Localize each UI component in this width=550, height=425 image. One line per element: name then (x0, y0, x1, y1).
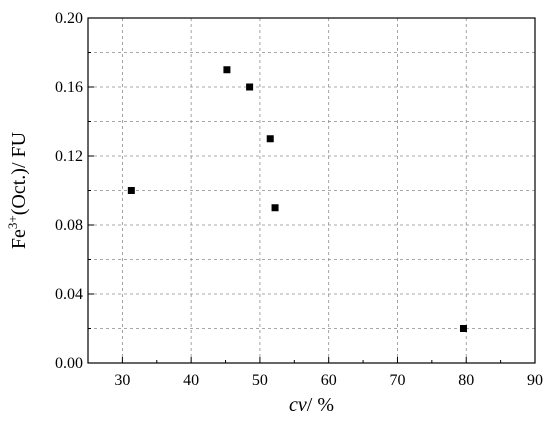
y-axis-title-suffix: (Oct.)/ FU (8, 131, 30, 215)
data-point (223, 66, 231, 74)
data-point (271, 204, 279, 212)
x-tick-label: 30 (114, 372, 130, 389)
y-axis-title-base: Fe (8, 229, 30, 249)
x-tick-label: 60 (321, 372, 337, 389)
data-point (266, 135, 274, 143)
data-point (459, 325, 467, 332)
grid-lines (88, 18, 535, 363)
x-tick-labels: 30 40 50 60 70 80 90 (114, 372, 543, 389)
data-point (127, 187, 135, 194)
x-axis-title-main: cv (289, 394, 307, 416)
data-points (127, 66, 467, 332)
x-tick-label: 50 (252, 372, 268, 389)
tick-marks (88, 17, 536, 364)
y-tick-labels: 0.00 0.04 0.08 0.12 0.16 0.20 (55, 10, 83, 372)
data-point (246, 83, 254, 91)
y-axis-title: Fe3+(Oct.)/ FU (5, 131, 30, 249)
x-tick-label: 80 (458, 372, 474, 389)
x-axis-title-suffix: / % (307, 394, 334, 416)
x-axis-title: cv/ % (289, 394, 334, 416)
y-tick-label: 0.12 (55, 148, 83, 165)
y-tick-label: 0.20 (55, 10, 83, 27)
x-tick-label: 70 (389, 372, 405, 389)
y-tick-label: 0.08 (55, 217, 83, 234)
y-axis-title-superscript: 3+ (5, 215, 20, 229)
y-tick-label: 0.16 (55, 79, 83, 96)
x-tick-label: 90 (527, 372, 543, 389)
y-tick-label: 0.00 (55, 355, 83, 372)
y-tick-label: 0.04 (55, 286, 83, 303)
x-tick-label: 40 (183, 372, 199, 389)
